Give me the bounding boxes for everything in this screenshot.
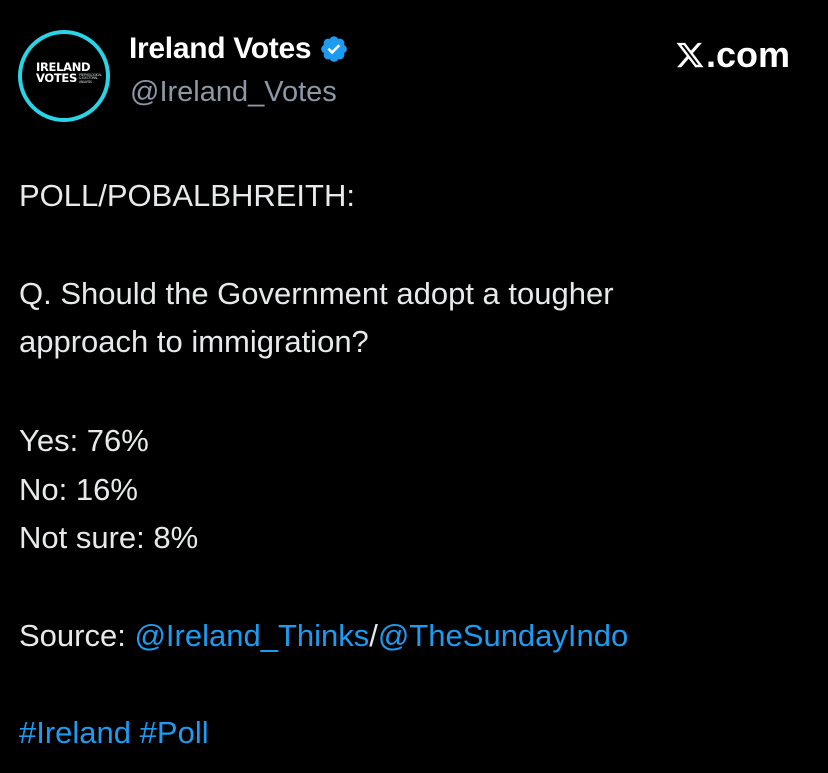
- author-display-name[interactable]: Ireland Votes: [129, 32, 312, 65]
- author-handle[interactable]: @Ireland_Votes: [130, 76, 337, 108]
- hashtag-poll[interactable]: #Poll: [139, 715, 209, 750]
- source-label: Source:: [19, 618, 135, 653]
- poll-question-line-1: Q. Should the Government adopt a tougher: [19, 276, 614, 311]
- x-logo-icon: [676, 42, 704, 68]
- poll-result-yes: Yes: 76%: [19, 423, 149, 458]
- avatar-logo-line1: IRELAND: [36, 60, 91, 74]
- avatar-logo-subtitle: PSEPHOLOGICAL & ELECTORAL ANALYSIS: [78, 73, 102, 84]
- hashtag-ireland[interactable]: #Ireland: [19, 715, 132, 750]
- mention-the-sunday-indo[interactable]: @TheSundayIndo: [377, 618, 629, 653]
- poll-result-not-sure: Not sure: 8%: [19, 520, 199, 555]
- verified-badge-icon: [321, 36, 348, 62]
- brand-suffix: .com: [705, 34, 790, 75]
- tweet-header: IRELAND VOTES PSEPHOLOGICAL & ELECTORAL A…: [18, 24, 810, 124]
- avatar-logo-line2: VOTES PSEPHOLOGICAL & ELECTORAL ANALYSIS: [36, 71, 102, 85]
- poll-result-no: No: 16%: [19, 472, 138, 507]
- avatar[interactable]: IRELAND VOTES PSEPHOLOGICAL & ELECTORAL A…: [18, 30, 110, 122]
- tweet-heading: POLL/POBALBHREITH:: [19, 178, 355, 213]
- source-separator: /: [369, 618, 378, 653]
- avatar-logo-text: IRELAND VOTES PSEPHOLOGICAL & ELECTORAL A…: [36, 60, 102, 85]
- poll-question-line-2: approach to immigration?: [19, 324, 369, 359]
- avatar-logo: IRELAND VOTES PSEPHOLOGICAL & ELECTORAL A…: [22, 34, 106, 118]
- x-com-brand: .com: [675, 34, 790, 76]
- hashtag-line: #Ireland #Poll: [19, 709, 809, 757]
- avatar-logo-line2-text: VOTES: [36, 71, 77, 85]
- mention-ireland-thinks[interactable]: @Ireland_Thinks: [134, 618, 370, 653]
- author-name-row: Ireland Votes: [129, 32, 349, 66]
- source-line: Source: @Ireland_Thinks/@TheSundayIndo: [19, 612, 809, 660]
